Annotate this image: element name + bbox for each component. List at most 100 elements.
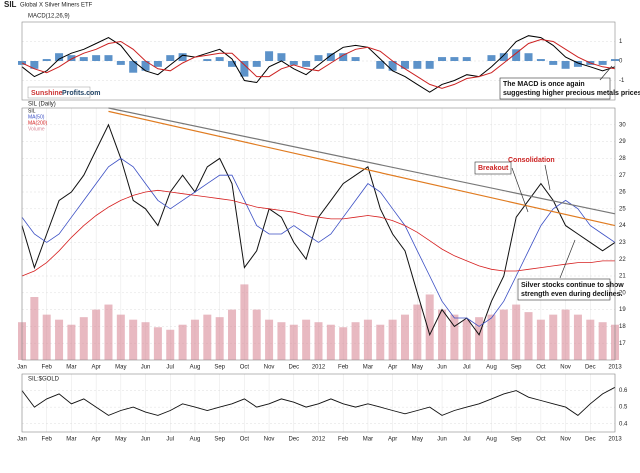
series-line — [21, 189, 615, 277]
volume-bar — [215, 317, 224, 360]
arrow — [559, 239, 576, 279]
volume-bar — [339, 327, 348, 360]
volume-bar — [425, 294, 434, 360]
legend-entry: SIL — [28, 108, 36, 114]
y-tick-label: 21 — [619, 274, 626, 280]
annotation-box — [499, 77, 611, 100]
x-tick-label: Feb — [42, 437, 53, 443]
histogram-bar — [302, 61, 311, 67]
histogram-bar — [561, 61, 570, 69]
x-tick-label: Jan — [17, 365, 27, 371]
histogram-bar — [351, 57, 360, 61]
x-tick-label: Jun — [437, 365, 447, 371]
x-tick-label: Dec — [288, 365, 299, 371]
x-tick-label: Dec — [288, 437, 299, 443]
x-tick-label: Nov — [264, 437, 275, 443]
histogram-bar — [573, 61, 582, 67]
x-tick-label: Aug — [190, 365, 201, 371]
trendline — [108, 110, 616, 227]
y-tick-label: 24 — [619, 223, 626, 229]
x-tick-label: 2013 — [608, 437, 622, 443]
volume-bar — [598, 322, 607, 360]
x-tick-label: Feb — [42, 365, 53, 371]
volume-bar — [79, 317, 88, 360]
histogram-bar — [30, 61, 39, 69]
x-tick-label: Jan — [17, 437, 27, 443]
annotation: Breakout — [478, 165, 509, 172]
volume-bar — [116, 314, 125, 360]
y-tick-label: 19 — [619, 307, 626, 313]
y-tick-label: 0.5 — [619, 405, 628, 411]
volume-bar — [265, 319, 274, 360]
x-tick-label: Oct — [536, 365, 546, 371]
y-tick-label: 18 — [619, 324, 626, 330]
series-line — [21, 386, 616, 416]
histogram-bar — [400, 61, 409, 69]
histogram-bar — [326, 53, 335, 61]
volume-bar — [30, 297, 39, 360]
volume-bar — [166, 329, 175, 360]
legend-entry: MA(50) — [28, 114, 45, 120]
x-tick-label: May — [115, 437, 126, 443]
histogram-bar — [228, 61, 237, 67]
y-tick-label: 22 — [619, 257, 626, 263]
volume-bar — [153, 327, 162, 360]
arrow — [599, 65, 613, 81]
histogram-bar — [487, 55, 496, 61]
x-tick-label: Sep — [214, 437, 225, 443]
volume-bar — [55, 319, 64, 360]
x-tick-label: Oct — [240, 365, 250, 371]
histogram-bar — [42, 59, 51, 61]
x-tick-label: Aug — [486, 365, 497, 371]
histogram-bar — [413, 61, 422, 69]
x-tick-label: Jul — [463, 437, 471, 443]
volume-bar — [561, 309, 570, 360]
y-tick-label: 28 — [619, 156, 626, 162]
y-tick-label: 23 — [619, 240, 626, 246]
series-line — [21, 35, 616, 93]
x-tick-label: 2013 — [608, 365, 622, 371]
volume-bar — [499, 309, 508, 360]
histogram-bar — [524, 53, 533, 61]
histogram-bar — [79, 57, 88, 61]
histogram-bar — [92, 55, 101, 61]
x-tick-label: May — [115, 365, 126, 371]
volume-bar — [363, 319, 372, 360]
volume-bar — [42, 314, 51, 360]
x-tick-label: Mar — [363, 437, 373, 443]
histogram-bar — [67, 55, 76, 61]
volume-bar — [67, 324, 76, 360]
x-tick-label: Oct — [240, 437, 250, 443]
annotation-line: Consolidation — [508, 157, 555, 164]
volume-bar — [573, 314, 582, 360]
volume-bar — [129, 319, 138, 360]
histogram-bar — [215, 57, 224, 61]
logo-text: Sunshine — [31, 90, 63, 97]
volume-bar — [228, 309, 237, 360]
histogram-bar — [339, 53, 348, 61]
series-line — [21, 38, 616, 89]
x-tick-label: Mar — [66, 365, 76, 371]
histogram-bar — [141, 61, 150, 71]
histogram-bar — [499, 53, 508, 61]
histogram-bar — [536, 59, 545, 61]
volume-bar — [351, 322, 360, 360]
volume-bar — [388, 319, 397, 360]
y-tick-label: 25 — [619, 206, 626, 212]
histogram-bar — [314, 55, 323, 61]
price-label: SIL (Daily) — [28, 102, 56, 108]
volume-bar — [314, 322, 323, 360]
x-tick-label: Nov — [560, 365, 571, 371]
x-tick-label: Sep — [214, 365, 225, 371]
x-tick-label: Dec — [585, 365, 596, 371]
volume-bar — [289, 324, 298, 360]
series-line — [21, 157, 616, 327]
histogram-bar — [598, 61, 607, 65]
volume-bar — [104, 304, 113, 360]
x-tick-label: Dec — [585, 437, 596, 443]
histogram-bar — [129, 61, 138, 73]
annotation-line: Breakout — [478, 165, 509, 172]
x-tick-label: Mar — [363, 365, 373, 371]
histogram-bar — [178, 53, 187, 61]
volume-bar — [438, 309, 447, 360]
